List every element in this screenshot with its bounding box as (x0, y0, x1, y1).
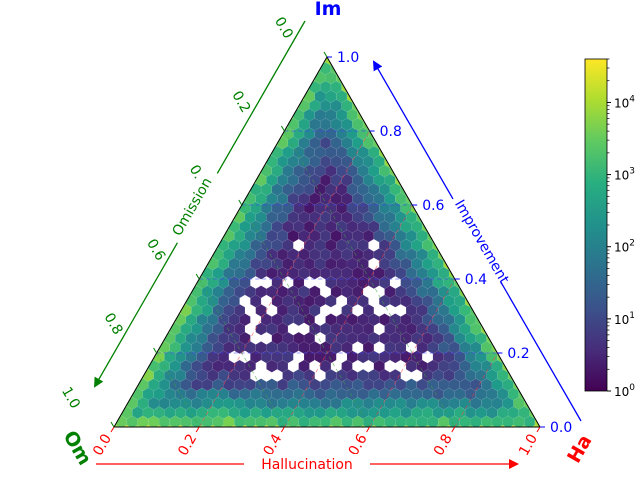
colorbar-tick-exponent: 3 (629, 167, 635, 177)
hex-bin (325, 294, 337, 308)
hallucination-tick (195, 426, 200, 433)
improvement-tick-label: 0.6 (422, 198, 444, 214)
omission-tick-label: 1.0 (58, 384, 83, 411)
omission-tick-label: 0.0 (271, 14, 296, 41)
omission-tick-label: 0.8 (101, 310, 126, 337)
omission-tick (323, 51, 328, 58)
improvement-tick-label: 0.0 (550, 420, 572, 436)
grid-line-hallucination (369, 278, 456, 428)
grid-line-hallucination (284, 204, 413, 428)
hallucination-tick (110, 426, 115, 433)
grid-line-omission (198, 278, 285, 428)
triangle-frame (113, 55, 541, 428)
grid-lines (156, 130, 498, 428)
colorbar-tick-label: 102 (614, 239, 635, 255)
hallucination-tick-label: 0.8 (431, 431, 456, 458)
omission-tick (195, 273, 200, 280)
colorbar-tick-exponent: 2 (629, 239, 635, 249)
colorbar-tick-base: 10 (614, 385, 629, 399)
hallucination-tick (451, 426, 456, 433)
hallucination-label-bg (244, 454, 370, 474)
colorbar-tick-exponent: 0 (629, 383, 635, 393)
omission-tick (238, 199, 243, 206)
hallucination-axis-label: Hallucination (261, 457, 353, 473)
grid-line-hallucination (454, 352, 498, 428)
grid-line-omission (241, 204, 370, 428)
improvement-tick-label: 1.0 (337, 50, 359, 66)
colorbar-tick-base: 10 (614, 96, 629, 110)
improvement-tick-label: 0.8 (380, 124, 402, 140)
omission-tick (110, 421, 115, 428)
hallucination-tick (280, 426, 285, 433)
grid-line-omission (156, 352, 200, 428)
colorbar-tick-exponent: 1 (629, 311, 635, 321)
colorbar-tick-label: 103 (614, 167, 635, 183)
omission-tick-label: 0.6 (143, 236, 168, 263)
colorbar-tick-base: 10 (614, 241, 629, 255)
hallucination-tick-label: 0.2 (175, 431, 200, 458)
improvement-tick-label: 0.2 (507, 346, 529, 362)
hallucination-tick (536, 426, 541, 433)
colorbar-gradient (584, 58, 608, 392)
improvement-tick-label: 0.4 (465, 272, 487, 288)
omission-tick-label: 0.2 (228, 88, 253, 115)
omission-label-bg (163, 165, 221, 245)
hallucination-tick (366, 426, 371, 433)
improvement-label-bg (445, 193, 511, 286)
colorbar-tick-label: 100 (614, 383, 635, 399)
corner-label-top: Im (315, 0, 342, 20)
hallucination-tick-label: 1.0 (516, 431, 541, 458)
colorbar-tick-label: 104 (614, 94, 635, 110)
omission-tick (280, 125, 285, 132)
colorbar-tick-label: 101 (614, 311, 635, 327)
corner-label-right: Ha (563, 431, 596, 467)
omission-tick (153, 347, 158, 354)
colorbar-tick-exponent: 4 (629, 94, 635, 104)
corner-label-left: Om (59, 427, 96, 469)
colorbar-tick-base: 10 (614, 313, 629, 327)
colorbar-tick-base: 10 (614, 169, 629, 183)
